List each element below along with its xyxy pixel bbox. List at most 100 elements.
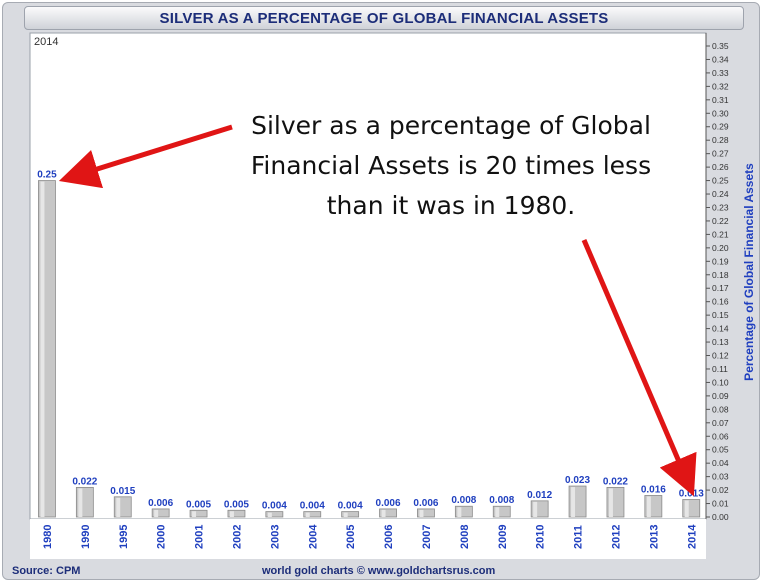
bar-value-label: 0.006 [376, 498, 401, 509]
x-tick-label: 2014 [686, 524, 698, 549]
bar [189, 509, 208, 518]
y-tick-label: 0.08 [712, 404, 729, 414]
annotation-text: Silver as a percentage of Global Financi… [236, 106, 666, 226]
y-tick-label: 0.07 [712, 418, 729, 428]
bar-highlight [229, 511, 234, 517]
bar-value-label: 0.005 [186, 499, 211, 510]
y-tick-label: 0.26 [712, 162, 729, 172]
annotation-line: than it was in 1980. [326, 191, 576, 220]
bar-highlight [457, 507, 462, 517]
x-tick-label: 1995 [118, 525, 130, 549]
bar-value-label: 0.016 [641, 484, 666, 495]
chart-title: SILVER AS A PERCENTAGE OF GLOBAL FINANCI… [24, 6, 744, 30]
y-tick-label: 0.13 [712, 337, 729, 347]
y-tick-label: 0.28 [712, 135, 729, 145]
y-tick-label: 0.15 [712, 310, 729, 320]
bar-value-label: 0.012 [527, 490, 552, 501]
y-tick-label: 0.09 [712, 391, 729, 401]
x-tick-label: 2005 [345, 525, 357, 549]
bar-highlight [608, 488, 613, 517]
y-tick-label: 0.20 [712, 243, 729, 253]
y-tick-label: 0.31 [712, 95, 729, 105]
y-tick-label: 0.21 [712, 229, 729, 239]
y-tick-label: 0.02 [712, 485, 729, 495]
y-tick-label: 0.34 [712, 54, 729, 64]
y-tick-label: 0.03 [712, 472, 729, 482]
y-tick-label: 0.32 [712, 81, 729, 91]
bar [379, 508, 397, 518]
bar-highlight [78, 488, 83, 517]
bar-highlight [192, 511, 197, 517]
y-tick-label: 0.06 [712, 431, 729, 441]
bar [227, 509, 246, 518]
bar-highlight [646, 496, 651, 517]
x-tick-label: 2011 [573, 525, 585, 549]
y-tick-label: 0.35 [712, 41, 729, 51]
bar-highlight [419, 509, 424, 517]
x-axis: 1980 1990 1995 2000 2001 2002 2003 2004 2005 2006… [42, 524, 698, 549]
arrows [58, 124, 697, 497]
bar-highlight [267, 512, 272, 517]
x-tick-label: 2012 [610, 525, 622, 549]
y-tick-label: 0.30 [712, 108, 729, 118]
x-tick-label: 2006 [383, 525, 395, 549]
plot-area [29, 32, 707, 520]
x-tick-label: 2003 [269, 525, 281, 549]
bar-value-label: 0.004 [262, 501, 287, 512]
x-tick-label: 2007 [421, 525, 433, 549]
credit-note: world gold charts © www.goldchartsrus.co… [262, 565, 496, 577]
x-tick-label: 2008 [459, 525, 471, 549]
bar-highlight [40, 181, 45, 518]
y-tick-label: 0.17 [712, 283, 729, 293]
bar-highlight [571, 487, 576, 517]
bar-highlight [495, 507, 500, 517]
bar [492, 505, 511, 518]
y-tick-label: 0.24 [712, 189, 729, 199]
bar-highlight [154, 509, 159, 517]
bar-value-label: 0.005 [224, 499, 249, 510]
bar-value-label: 0.008 [451, 495, 476, 506]
bar [303, 511, 322, 518]
arrow-to-2014 [581, 239, 697, 497]
bar-highlight [343, 512, 348, 517]
bar [417, 508, 435, 518]
source-note: Source: CPM [12, 565, 81, 577]
y-tick-label: 0.00 [712, 512, 729, 522]
bar [265, 511, 284, 518]
y-tick-label: 0.01 [712, 499, 729, 509]
xaxis-band [30, 519, 706, 559]
bar-highlight [381, 509, 386, 517]
y-tick-label: 0.14 [712, 324, 729, 334]
bar [341, 511, 360, 518]
y-tick-label: 0.19 [712, 256, 729, 266]
annotation-line: Financial Assets is 20 times less [250, 151, 652, 180]
y-tick-label: 0.16 [712, 297, 729, 307]
y-tick-label: 0.04 [712, 458, 729, 468]
x-tick-label: 2013 [648, 525, 660, 549]
y-tick-label: 0.12 [712, 351, 729, 361]
bar-value-label: 0.022 [603, 476, 628, 487]
y-tick-label: 0.22 [712, 216, 729, 226]
bar-highlight [305, 512, 310, 517]
y-tick-label: 0.23 [712, 202, 729, 212]
x-tick-label: 2010 [535, 525, 547, 549]
y-tick-label: 0.10 [712, 377, 729, 387]
x-tick-label: 2002 [231, 525, 243, 549]
bar-value-label: 0.25 [37, 170, 57, 181]
x-tick-label: 2009 [497, 525, 509, 549]
bar-value-label: 0.006 [413, 498, 438, 509]
x-tick-label: 1990 [80, 525, 92, 549]
bars [38, 180, 701, 518]
bar-value-label: 0.008 [489, 495, 514, 506]
bar [454, 505, 473, 518]
y-tick-label: 0.25 [712, 176, 729, 186]
bar-highlight [533, 501, 538, 517]
y-tick-label: 0.18 [712, 270, 729, 280]
y-axis-title: Percentage of Global Financial Assets [742, 163, 756, 381]
bar-value-label: 0.022 [72, 476, 97, 487]
y-tick-label: 0.27 [712, 149, 729, 159]
bar-highlight [116, 497, 121, 517]
x-tick-label: 2001 [194, 525, 206, 549]
x-tick-label: 1980 [42, 525, 54, 549]
